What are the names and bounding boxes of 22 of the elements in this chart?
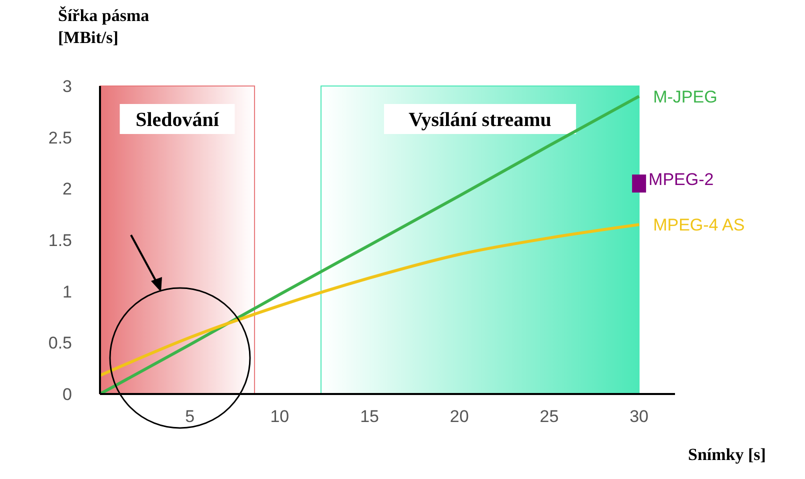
x-axis-title: Snímky [s] <box>688 445 766 465</box>
y-tick-label: 1.5 <box>48 231 72 250</box>
x-tick-label: 30 <box>630 407 649 426</box>
series-label: M-JPEG <box>653 87 718 106</box>
line-series <box>100 94 641 394</box>
line-series <box>100 223 641 378</box>
y-tick-label: 1 <box>62 282 72 302</box>
y-tick-label: 0.5 <box>48 334 72 353</box>
y-tick-label: 2 <box>62 180 72 199</box>
y-axis-title: Šířka pásma [MBit/s] <box>58 5 150 49</box>
band-label: Sledování <box>136 109 220 131</box>
x-tick-label: 10 <box>270 407 290 426</box>
y-tick-label: 3 <box>62 77 72 96</box>
y-tick-label: 0 <box>62 385 72 404</box>
y-tick-label: 2.5 <box>48 128 72 148</box>
series-label: MPEG-2 <box>648 170 714 190</box>
x-tick-label: 25 <box>540 407 559 426</box>
x-tick-label: 5 <box>185 407 195 426</box>
x-tick-label: 20 <box>450 407 469 426</box>
x-tick-label: 15 <box>360 407 379 426</box>
series-label: MPEG-4 AS <box>653 216 745 235</box>
band-label: Vysílání streamu <box>408 109 552 131</box>
